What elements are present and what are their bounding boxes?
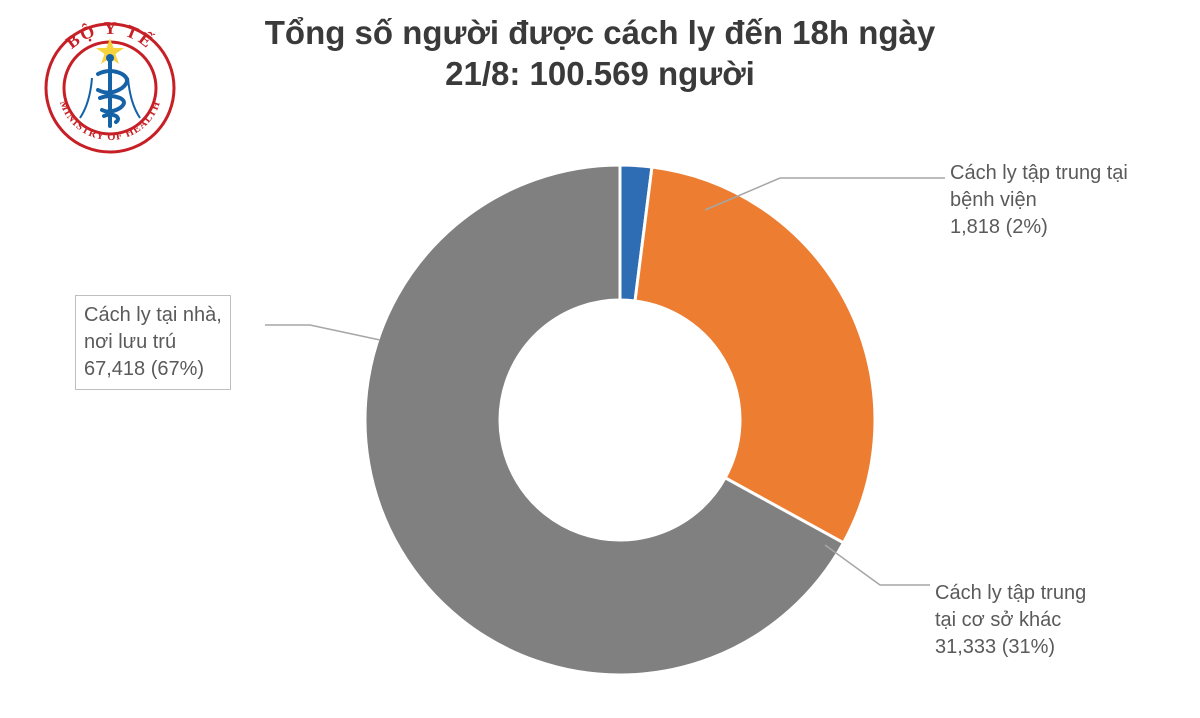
label-other-facilities: Cách ly tập trung tại cơ sở khác 31,333 …: [935, 580, 1086, 661]
donut-slice-other_facilities: [635, 167, 875, 543]
leader-line-home: [265, 325, 380, 340]
label-home: Cách ly tại nhà, nơi lưu trú 67,418 (67%…: [75, 295, 231, 390]
label-hospital: Cách ly tập trung tại bệnh viện 1,818 (2…: [950, 160, 1128, 241]
leader-line-other_facilities: [825, 545, 930, 585]
